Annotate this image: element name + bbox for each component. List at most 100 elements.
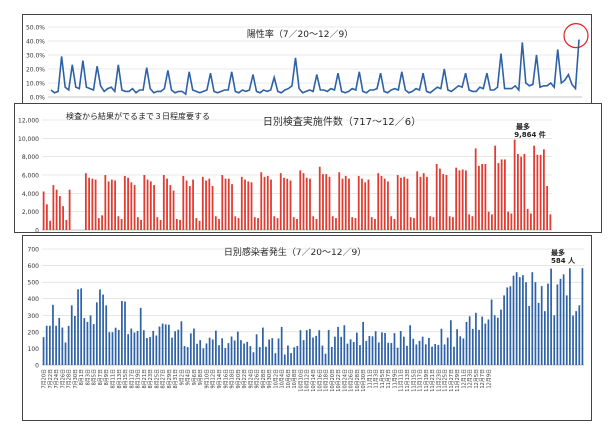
chart2-bar [318,166,321,230]
chart3-bar [365,340,368,365]
chart3-x-tick-label: 8月13日 [117,369,123,389]
chart3-bar [581,268,584,365]
chart2-bar [257,218,259,230]
chart2-bar [94,179,97,230]
chart3-x-tick-label: 11月21日 [430,369,436,392]
chart2-bar [533,145,536,230]
chart3-bar [215,330,217,365]
chart2-bar [442,174,445,230]
chart3-y-tick-label: 500 [28,280,40,287]
chart3-bar [515,272,518,365]
chart2-bar [536,154,539,230]
chart3-bar [559,278,562,365]
chart2-y-tick-label: 6,000 [22,173,39,180]
chart3-bar [312,337,314,365]
chart2-bar [374,219,376,230]
chart3-x-tick-label: 9月28日 [261,369,267,389]
chart2-bar [250,182,253,230]
chart3-bar [346,343,349,365]
chart2-bar [471,216,474,230]
chart2-bar [273,216,276,230]
chart3-bar [155,335,158,365]
chart3-bar [330,346,333,365]
chart3-y-tick-label: 400 [28,296,40,303]
chart3-bar [246,341,249,365]
chart2-bar [88,177,90,230]
chart2-bar [468,214,471,230]
chart3-bar [290,353,292,365]
chart2-bar [45,204,48,230]
chart3-x-tick-label: 8月23日 [148,369,154,389]
chart2-bar [117,216,120,230]
chart3-bar [205,343,208,365]
chart2-bar [149,181,152,230]
chart3-bar [133,332,136,365]
chart1-y-tick-label: 10.0% [26,81,45,88]
chart3-bar [471,328,474,365]
chart2-bar [91,178,94,230]
chart3-x-tick-label: 11月19日 [424,369,430,392]
chart2-bar [429,216,432,230]
chart3-x-tick-label: 7月26日 [60,369,66,389]
chart3-bar [393,333,396,365]
chart2-bar [279,173,282,230]
chart2-bar [224,178,227,230]
chart2-bar [221,175,224,230]
chart2-bar [120,219,123,230]
chart2-bar [192,179,194,230]
chart3-bar [421,336,424,365]
chart3-bar [547,283,549,365]
chart3-x-tick-label: 11月29日 [455,369,461,392]
chart3-bar [186,347,189,365]
chart3-bar [283,354,286,365]
chart3-y-tick-label: 0 [35,363,39,370]
chart2-bar [104,175,107,230]
chart2-bar [84,173,87,230]
chart2-bar [504,159,506,230]
chart2-bar [201,176,204,230]
chart2-bar [354,218,357,230]
chart3-x-tick-label: 8月19日 [136,369,142,389]
chart3-x-tick-label: 9月6日 [192,369,198,385]
chart3-bar [177,329,180,365]
chart2-bar [507,211,510,230]
chart2-bar [175,219,178,230]
chart3-bar [127,334,130,365]
chart3-bar [512,275,515,365]
chart2-bar [227,178,230,230]
chart2-bar [296,219,298,230]
chart2-y-tick-label: 2,000 [22,209,39,216]
chart3-bar [189,333,192,365]
chart2-bar [312,216,315,230]
chart2-bar [127,177,129,230]
chart3-bar [374,331,377,365]
chart2-bar [539,154,542,230]
chart3-bar [221,338,223,365]
chart1-highlight-circle [563,22,589,49]
chart3-bar [305,330,308,365]
chart3-x-tick-label: 9月22日 [242,369,248,389]
chart2-bar [315,219,318,230]
chart3-bar [86,321,89,365]
chart1-y-tick-label: 30.0% [26,53,45,60]
chart2-bar [156,217,159,230]
chart3-bar [315,335,317,365]
chart3-x-tick-label: 9月14日 [217,369,223,389]
chart3-bar [274,353,277,365]
chart3-bar [55,325,57,365]
chart3-bar [543,311,546,365]
chart2-bar [322,174,324,230]
chart2-bar [65,219,68,230]
chart3-x-tick-label: 10月10日 [299,369,305,392]
chart3-bar [280,326,283,365]
chart3-bar [171,337,173,365]
chart3-bar [74,315,76,365]
chart2-bar [367,179,370,230]
chart2-bar [133,185,136,230]
chart3-x-tick-label: 8月21日 [142,369,148,389]
chart3-bar [161,323,164,365]
chart3-bar [42,337,45,365]
chart2-bar [526,208,529,230]
chart2-bar [101,215,103,230]
